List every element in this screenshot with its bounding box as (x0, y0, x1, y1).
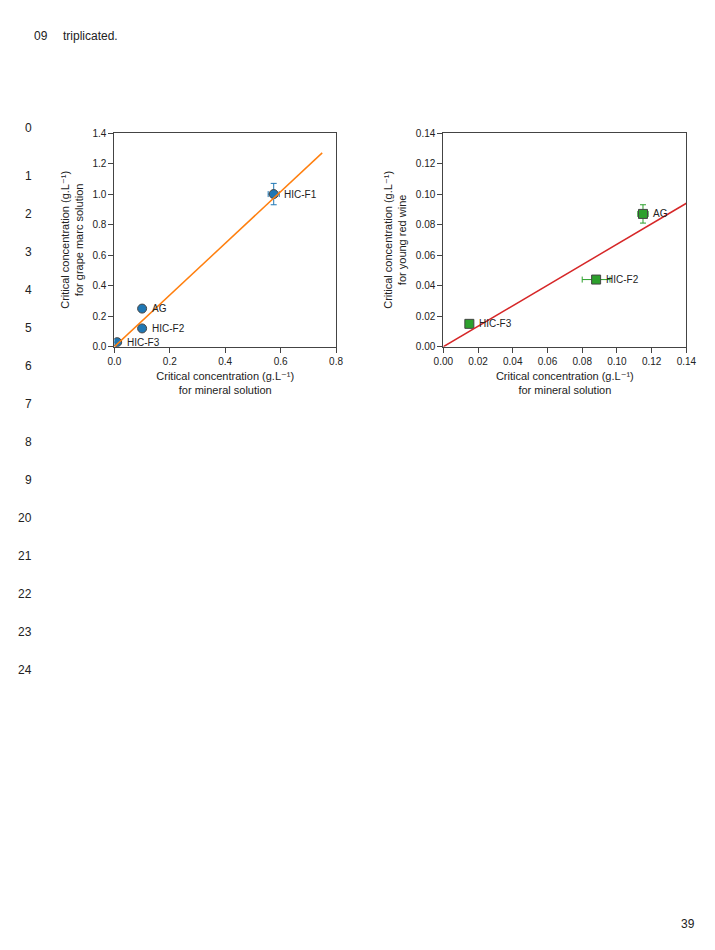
svg-text:HIC-F2: HIC-F2 (152, 323, 185, 334)
svg-text:1.4: 1.4 (92, 128, 106, 139)
svg-text:HIC-F3: HIC-F3 (479, 318, 512, 329)
svg-text:0.0: 0.0 (92, 341, 106, 352)
svg-text:0.12: 0.12 (642, 356, 662, 367)
svg-text:HIC-F2: HIC-F2 (606, 274, 639, 285)
svg-text:0.6: 0.6 (274, 356, 288, 367)
svg-text:3: 3 (25, 245, 32, 259)
svg-text:0.08: 0.08 (416, 219, 436, 230)
svg-text:HIC-F3: HIC-F3 (127, 337, 160, 348)
svg-text:0.06: 0.06 (416, 250, 436, 261)
svg-text:Critical concentration (g.L⁻¹): Critical concentration (g.L⁻¹)for minera… (156, 370, 294, 396)
svg-text:6: 6 (25, 359, 32, 373)
svg-text:09: 09 (34, 29, 48, 43)
svg-text:5: 5 (25, 321, 32, 335)
svg-text:1.0: 1.0 (92, 189, 106, 200)
svg-text:0: 0 (25, 121, 32, 135)
svg-text:0.2: 0.2 (163, 356, 177, 367)
svg-text:9: 9 (25, 473, 32, 487)
svg-text:0.8: 0.8 (92, 219, 106, 230)
svg-text:0.00: 0.00 (434, 356, 454, 367)
svg-text:7: 7 (25, 397, 32, 411)
svg-text:39: 39 (681, 917, 695, 931)
svg-text:Critical concentration (g.L⁻¹): Critical concentration (g.L⁻¹)for grape … (59, 171, 85, 309)
svg-text:AG: AG (152, 303, 167, 314)
svg-text:0.00: 0.00 (416, 341, 436, 352)
svg-text:1.2: 1.2 (92, 158, 106, 169)
svg-text:0.10: 0.10 (607, 356, 627, 367)
svg-text:4: 4 (25, 283, 32, 297)
svg-text:0.06: 0.06 (538, 356, 558, 367)
svg-text:0.8: 0.8 (329, 356, 343, 367)
svg-text:HIC-F1: HIC-F1 (284, 189, 317, 200)
svg-text:0.08: 0.08 (572, 356, 592, 367)
svg-text:23: 23 (18, 625, 32, 639)
svg-text:20: 20 (18, 511, 32, 525)
svg-text:21: 21 (18, 549, 32, 563)
svg-text:0.4: 0.4 (92, 280, 106, 291)
svg-text:0.02: 0.02 (468, 356, 488, 367)
svg-text:2: 2 (25, 207, 32, 221)
svg-text:0.14: 0.14 (416, 128, 436, 139)
svg-text:8: 8 (25, 435, 32, 449)
svg-text:0.12: 0.12 (416, 158, 436, 169)
svg-text:0.4: 0.4 (218, 356, 232, 367)
svg-text:0.10: 0.10 (416, 189, 436, 200)
svg-text:AG: AG (653, 208, 668, 219)
svg-text:0.2: 0.2 (92, 311, 106, 322)
svg-text:triplicated.: triplicated. (63, 29, 118, 43)
svg-text:24: 24 (18, 663, 32, 677)
svg-text:Critical concentration (g.L⁻¹): Critical concentration (g.L⁻¹)for minera… (496, 370, 634, 396)
svg-text:0.02: 0.02 (416, 311, 436, 322)
svg-text:0.0: 0.0 (107, 356, 121, 367)
svg-text:22: 22 (18, 587, 32, 601)
svg-text:1: 1 (25, 169, 32, 183)
svg-text:0.6: 0.6 (92, 250, 106, 261)
svg-text:0.14: 0.14 (677, 356, 697, 367)
svg-text:0.04: 0.04 (416, 280, 436, 291)
svg-text:Critical concentration (g.L⁻¹): Critical concentration (g.L⁻¹)for young … (382, 171, 408, 309)
svg-text:0.04: 0.04 (503, 356, 523, 367)
